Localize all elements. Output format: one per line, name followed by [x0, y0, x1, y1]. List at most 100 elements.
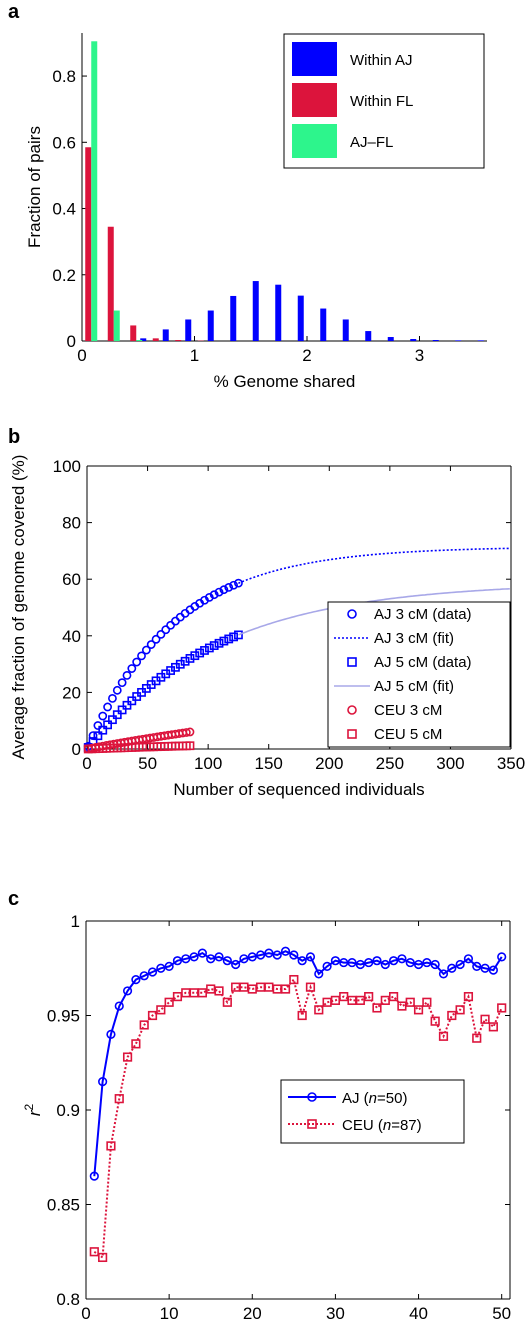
point-aj-3-cm-data-: [141, 645, 151, 655]
point-ceu: [197, 988, 207, 998]
point-ceu: [139, 1020, 149, 1030]
point-aj-5-cm-data-: [224, 634, 234, 644]
point-aj: [147, 967, 158, 977]
point-aj: [322, 961, 332, 971]
point-aj-3-cm-data-: [103, 702, 112, 712]
point-aj-3-cm-data-: [156, 629, 166, 639]
point-aj-5-cm-data-: [209, 641, 219, 650]
point-ceu: [280, 984, 291, 994]
point-aj: [488, 965, 498, 975]
point-aj-5-cm-data-: [229, 632, 238, 642]
y-axis-label-r: r: [25, 1109, 44, 1116]
legend: AJ 3 cM (data) AJ 3 cM (fit) AJ 5 cM (data…: [327, 601, 511, 748]
point-ceu: [314, 1005, 324, 1015]
point-aj: [131, 974, 141, 985]
point-aj-5-cm-data-: [234, 630, 243, 640]
point-ceu: [438, 1031, 449, 1041]
legend-swatch: [292, 42, 337, 76]
x-tick-label: 50: [138, 754, 157, 773]
point-aj-5-cm-data-: [190, 651, 200, 661]
point-aj: [114, 1001, 124, 1011]
point-aj-5-cm-data-: [122, 700, 132, 710]
point-aj: [447, 963, 457, 973]
legend-marker: [307, 1092, 317, 1102]
y-tick-label: 1: [71, 912, 80, 931]
x-tick-label: 50: [492, 1304, 511, 1323]
point-aj: [272, 950, 282, 960]
point-aj-3-cm-data-: [137, 651, 146, 661]
x-tick-label: 150: [255, 754, 283, 773]
point-aj-5-cm-data-: [117, 705, 127, 715]
point-aj-5-cm-data-: [219, 636, 229, 646]
point-ceu: [389, 991, 399, 1002]
point-aj: [380, 959, 390, 970]
legend-label: Within FL: [350, 93, 413, 110]
point-aj: [330, 956, 341, 966]
legend-label-name: CEU (: [342, 1117, 383, 1134]
point-ceu: [106, 1141, 116, 1151]
point-aj: [255, 950, 266, 960]
point-aj: [405, 957, 415, 968]
point-aj: [264, 948, 274, 958]
legend-box: [327, 601, 511, 748]
bar-within-fl: [85, 147, 92, 341]
point-ceu: [89, 1247, 99, 1257]
x-tick-label: 0: [81, 1304, 90, 1323]
point-aj: [305, 952, 316, 962]
legend: Within AJ Within FL AJ–FL: [283, 33, 485, 169]
point-aj: [430, 959, 440, 970]
legend-label: CEU 3 cM: [374, 702, 442, 719]
point-aj-3-cm-data-: [132, 657, 142, 667]
legend-label-n: n: [383, 1117, 391, 1134]
legend-label: AJ–FL: [350, 134, 393, 151]
y-tick-label: 80: [62, 514, 81, 533]
y-tick-label: 0.9: [56, 1101, 80, 1120]
legend: AJ (n=50)CEU (n=87): [280, 1079, 465, 1144]
legend-marker: [347, 705, 357, 715]
x-tick-label: 250: [376, 754, 404, 773]
point-aj: [156, 963, 166, 973]
y-tick-label: 0: [67, 332, 76, 351]
x-tick-label: 0: [82, 754, 91, 773]
x-tick-label: 2: [302, 346, 311, 365]
point-aj: [106, 1029, 116, 1039]
y-tick-label: 60: [62, 570, 81, 589]
point-ceu: [297, 1010, 307, 1021]
legend-marker: [347, 609, 357, 619]
bar-within-aj: [410, 339, 417, 341]
y-tick-label: 20: [62, 683, 81, 702]
point-aj: [480, 963, 490, 973]
point-ceu: [372, 1003, 382, 1013]
legend-marker: [347, 657, 357, 667]
x-tick-label: 10: [160, 1304, 179, 1323]
point-aj: [355, 959, 365, 970]
point-ceu: [114, 1094, 124, 1104]
point-aj-3-cm-data-: [171, 616, 180, 626]
point-aj-3-cm-data-: [161, 625, 171, 635]
point-ceu: [430, 1016, 440, 1026]
legend-label: Within AJ: [350, 52, 413, 69]
point-aj: [314, 969, 324, 979]
legend-marker: [347, 729, 357, 739]
point-aj-3-cm-data-: [98, 711, 108, 721]
point-ceu-3-cm: [185, 727, 195, 737]
point-aj-5-cm-data-: [98, 725, 108, 735]
point-aj-3-cm-data-: [88, 731, 98, 741]
point-aj: [172, 956, 183, 966]
point-ceu: [497, 1003, 507, 1013]
point-aj: [297, 956, 307, 966]
series-ceu-line: [93, 977, 503, 1260]
point-aj: [413, 959, 424, 970]
point-aj-3-cm-data-: [219, 585, 229, 595]
legend-label: CEU 5 cM: [374, 726, 442, 743]
legend-label: AJ 5 cM (fit): [374, 678, 454, 695]
point-aj-5-cm-data-: [200, 646, 209, 655]
point-ceu-5-cm: [185, 741, 195, 751]
y-tick-label: 100: [53, 457, 81, 476]
y-axis-label: Average fraction of genome covered (%): [9, 455, 28, 760]
point-aj-3-cm-data-: [93, 721, 103, 730]
point-aj-3-cm-data-: [112, 685, 122, 695]
bar-within-fl: [130, 325, 137, 341]
y-axis-label: r2: [22, 1104, 44, 1117]
